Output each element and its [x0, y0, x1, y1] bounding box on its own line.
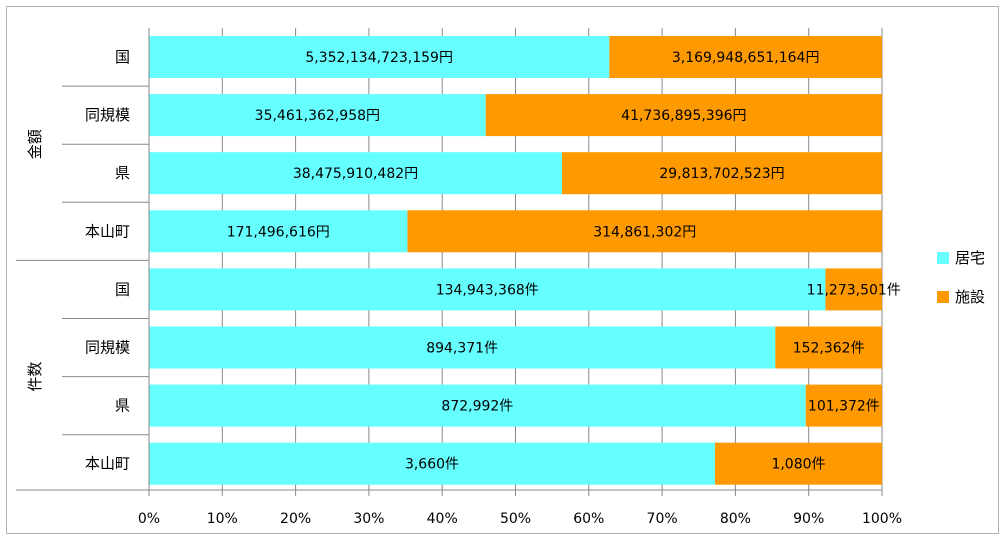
bar-segment — [561, 152, 882, 195]
data-label: 152,362件 — [793, 341, 865, 357]
category-label: 国 — [115, 48, 130, 66]
legend-item-series-1: 居宅 — [937, 247, 985, 268]
bar-segment — [825, 268, 882, 311]
x-tick-label: 50% — [500, 511, 531, 527]
bar-segment — [714, 442, 882, 485]
bar-segment — [149, 152, 562, 195]
legend-item-series-2: 施設 — [937, 286, 985, 307]
data-label: 872,992件 — [441, 399, 513, 415]
category-label: 国 — [115, 280, 130, 298]
data-labels: 5,352,134,723,159円 3,169,948,651,164円 35,4… — [227, 50, 901, 473]
bar-segment — [149, 384, 806, 427]
data-label: 134,943,368件 — [436, 282, 539, 298]
category-label: 本山町 — [85, 222, 130, 240]
data-label: 5,352,134,723,159円 — [305, 50, 453, 66]
data-label: 29,813,702,523円 — [659, 166, 784, 182]
bar-segment — [407, 210, 882, 253]
bar-segment — [149, 268, 826, 311]
bar-segment — [775, 326, 882, 369]
legend-label-series-1: 居宅 — [955, 249, 986, 267]
group-label: 件数 — [26, 362, 44, 392]
data-label: 171,496,616円 — [227, 224, 330, 240]
category-label: 県 — [115, 397, 130, 415]
bar-segment — [149, 442, 715, 485]
data-label: 894,371件 — [426, 341, 498, 357]
bars — [149, 36, 882, 485]
x-tick-label: 80% — [720, 511, 751, 527]
data-label: 3,660件 — [405, 457, 459, 473]
x-tick-label: 100% — [862, 511, 902, 527]
data-label: 41,736,895,396円 — [621, 108, 746, 124]
x-tick-label: 70% — [647, 511, 678, 527]
bar-segment — [149, 94, 486, 137]
bar-segment — [805, 384, 882, 427]
bar-segment — [149, 36, 610, 78]
data-label: 11,273,501件 — [807, 282, 901, 298]
category-label: 県 — [115, 164, 130, 182]
data-label: 314,861,302円 — [593, 224, 696, 240]
category-label: 同規模 — [85, 106, 130, 124]
x-tick-label: 20% — [280, 511, 311, 527]
bar-segment — [609, 36, 882, 78]
legend-swatch-series-2 — [937, 290, 949, 303]
x-tick-label: 40% — [427, 511, 458, 527]
x-tick-label: 30% — [353, 511, 384, 527]
bar-segment — [149, 210, 408, 253]
group-label: 金額 — [26, 129, 44, 159]
x-tick-label: 60% — [573, 511, 604, 527]
bar-segment — [485, 94, 882, 137]
axes: 0% 10% 20% 30% 40% 50% 60% 70% 80% 90% 100%国同規模県本山… — [16, 28, 902, 527]
bar-segment — [149, 326, 776, 369]
data-label: 3,169,948,651,164円 — [672, 50, 820, 66]
x-tick-label: 90% — [793, 511, 824, 527]
category-label: 同規模 — [85, 339, 130, 357]
data-label: 1,080件 — [771, 457, 825, 473]
legend-swatch-series-1 — [937, 251, 949, 264]
data-label: 35,461,362,958円 — [255, 108, 380, 124]
category-label: 本山町 — [85, 455, 130, 473]
x-tick-label: 10% — [207, 511, 238, 527]
data-label: 38,475,910,482円 — [293, 166, 418, 182]
legend-label-series-2: 施設 — [955, 288, 986, 306]
x-tick-label: 0% — [138, 511, 160, 527]
chart-frame — [6, 6, 999, 534]
data-label: 101,372件 — [808, 399, 880, 415]
